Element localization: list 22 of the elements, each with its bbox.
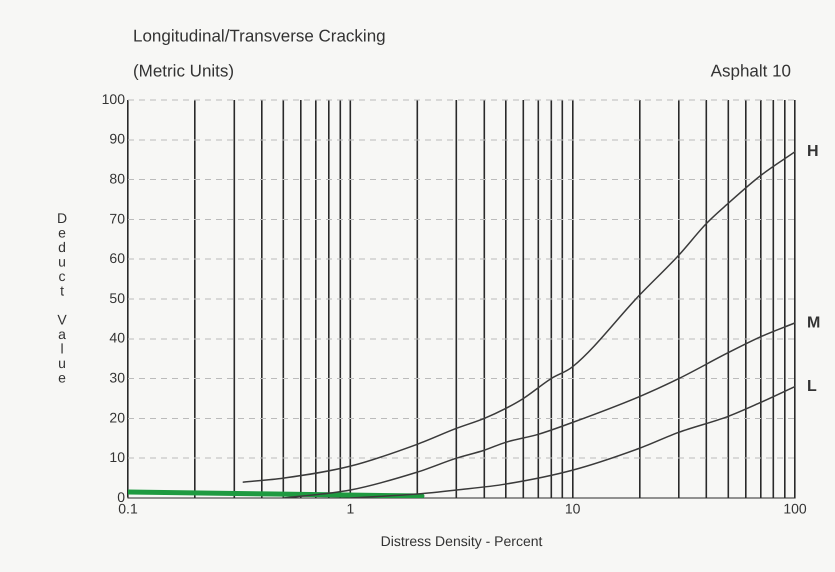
- y-tick-label: 100: [102, 90, 126, 107]
- y-tick-label: 30: [109, 369, 126, 386]
- chart-subtitle: (Metric Units): [133, 62, 234, 81]
- chart-title: Longitudinal/Transverse Cracking: [133, 26, 386, 46]
- y-tick-label: 0: [117, 488, 126, 505]
- y-tick-label: 60: [109, 250, 126, 266]
- series-label: H: [807, 143, 819, 160]
- y-tick-label: 20: [109, 409, 126, 426]
- y-tick-label: 90: [109, 130, 126, 147]
- y-tick-label: 80: [109, 170, 126, 186]
- y-tick-label: 50: [109, 290, 126, 306]
- y-tick-label: 10: [109, 449, 126, 466]
- text: Asphalt 10: [710, 62, 791, 81]
- x-axis-title: Distress Density - Percent: [380, 532, 543, 549]
- y-tick-label: 70: [109, 210, 126, 226]
- x-tick-label: 1: [346, 500, 354, 516]
- series-label: L: [807, 378, 817, 395]
- text: Deduct Value: [56, 210, 68, 386]
- y-tick-label: 40: [109, 330, 126, 346]
- series-label: M: [807, 314, 820, 332]
- x-tick-label: 10: [564, 500, 581, 516]
- x-tick-label: 100: [783, 500, 807, 516]
